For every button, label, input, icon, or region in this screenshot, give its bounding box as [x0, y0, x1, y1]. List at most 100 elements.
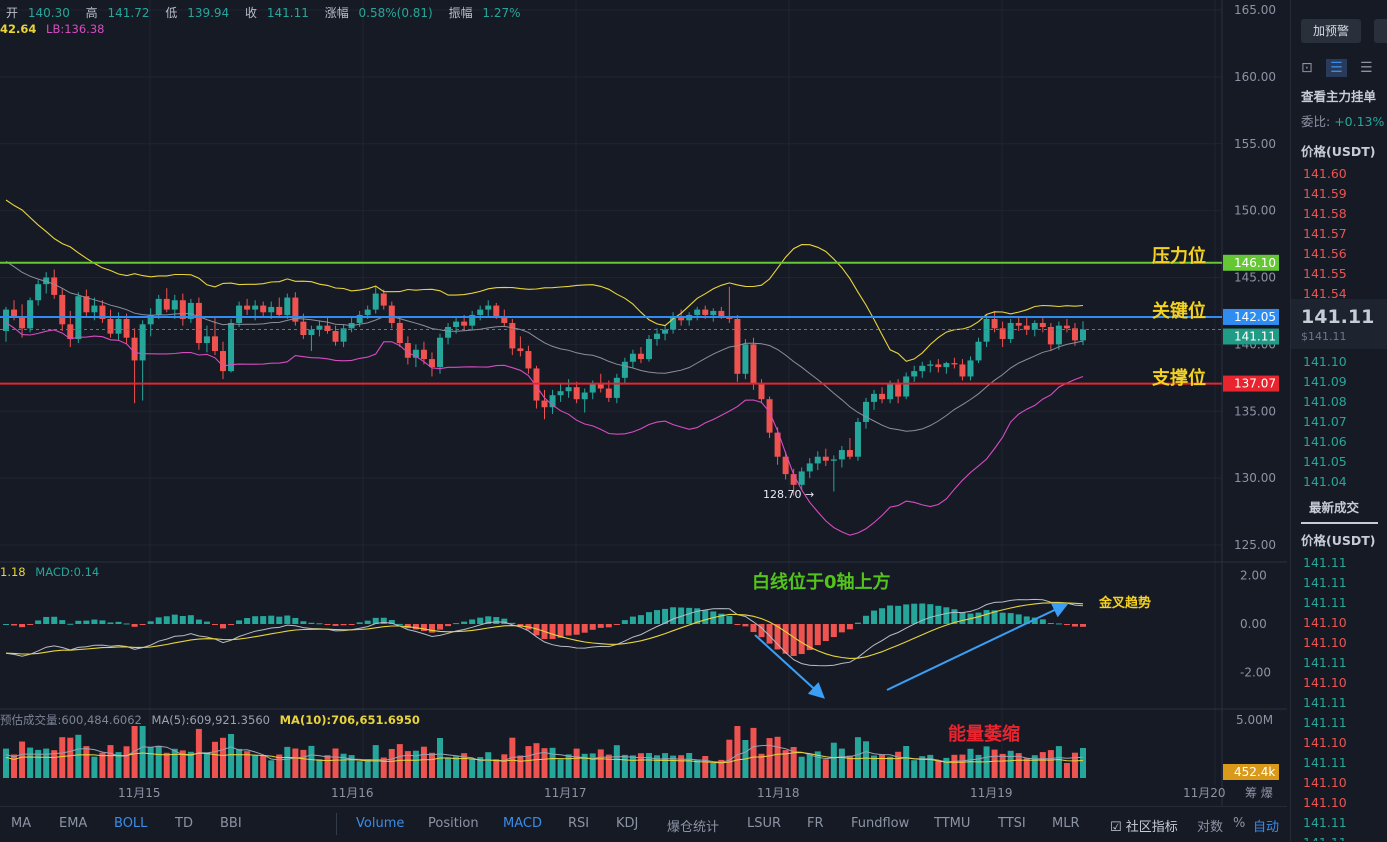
panel-button[interactable]	[1374, 19, 1387, 43]
tab-macd[interactable]: MACD	[503, 816, 542, 831]
candle-body	[983, 318, 990, 342]
macd-bar	[903, 604, 910, 624]
tab-percent[interactable]: %	[1233, 816, 1246, 831]
macd-bar	[300, 621, 307, 624]
tab-auto[interactable]: 自动	[1253, 820, 1280, 835]
volume-bar	[123, 746, 130, 778]
volume-bar	[228, 734, 235, 778]
tab-liquidation[interactable]: 爆仓统计	[667, 820, 720, 835]
macd-bar	[1063, 624, 1070, 625]
time-tick-label: 11月15	[118, 786, 161, 800]
candle-body	[437, 337, 444, 368]
candle-body	[565, 387, 572, 392]
last-price: 141.11	[1301, 306, 1375, 328]
candle-body	[493, 305, 500, 317]
tab-ttmu[interactable]: TTMU	[934, 816, 971, 831]
volume-bar	[782, 750, 789, 778]
volume-bar	[895, 751, 902, 778]
tab-ema[interactable]: EMA	[59, 816, 88, 831]
candle-body	[1023, 325, 1030, 330]
tab-boll[interactable]: BOLL	[114, 816, 148, 831]
volume-ma5: MA(5):609,921.3560	[151, 713, 270, 727]
candle-body	[1063, 325, 1070, 329]
chart-area[interactable]: 165.00160.00155.00150.00145.00140.00135.…	[0, 0, 1287, 806]
ask-price[interactable]: 141.59	[1303, 186, 1347, 201]
tab-fr[interactable]: FR	[807, 816, 824, 831]
macd-bar	[686, 607, 693, 624]
bid-price[interactable]: 141.10	[1303, 354, 1347, 369]
bid-price[interactable]: 141.09	[1303, 374, 1347, 389]
volume-bar	[179, 750, 186, 778]
candle-body	[83, 296, 90, 313]
macd-bar	[718, 613, 725, 624]
macd-bar	[919, 603, 926, 624]
tab-rsi[interactable]: RSI	[568, 816, 590, 831]
tab-lsur[interactable]: LSUR	[747, 816, 782, 831]
candle-body	[911, 371, 918, 377]
view-orders-title[interactable]: 查看主力挂单	[1301, 89, 1377, 104]
bid-price[interactable]: 141.08	[1303, 394, 1347, 409]
current-price-tag	[1223, 328, 1279, 345]
macd-bar	[115, 621, 122, 624]
trade-price: 141.11	[1303, 695, 1347, 710]
tab-ma[interactable]: MA	[11, 816, 32, 831]
tab-mlr[interactable]: MLR	[1052, 816, 1080, 831]
tab-fundflow[interactable]: Fundflow	[851, 816, 910, 831]
candle-body	[573, 387, 580, 400]
macd-bar	[983, 610, 990, 624]
candle-body	[790, 474, 797, 485]
bid-price[interactable]: 141.07	[1303, 414, 1347, 429]
volume-bar	[203, 753, 210, 778]
tab-log-scale[interactable]: 对数	[1197, 820, 1224, 835]
boll-mid-line	[5, 260, 1084, 432]
macd-bar	[356, 622, 363, 624]
latest-trades-title[interactable]: 最新成交	[1309, 500, 1360, 515]
macd-bar	[1039, 619, 1046, 624]
macd-bar	[999, 612, 1006, 624]
tab-community-indicators[interactable]: ☑ 社区指标	[1110, 820, 1178, 835]
bid-price[interactable]: 141.06	[1303, 434, 1347, 449]
bid-price[interactable]: 141.04	[1303, 474, 1347, 489]
key-price-text: 142.05	[1234, 310, 1276, 324]
bid-price[interactable]: 141.05	[1303, 454, 1347, 469]
volume-bar	[854, 737, 861, 778]
volume-bar	[220, 737, 227, 778]
resistance-price-tag	[1223, 254, 1279, 271]
tab-ttsi[interactable]: TTSI	[998, 816, 1026, 831]
tab-position[interactable]: Position	[428, 816, 479, 831]
volume-bar	[445, 757, 452, 778]
macd-bar	[975, 612, 982, 624]
ask-price[interactable]: 141.60	[1303, 166, 1347, 181]
time-tick-label: 11月16	[331, 786, 374, 800]
volume-bar	[1039, 752, 1046, 778]
depth-mode-icons[interactable]: ⊡ ☰ ☰	[1301, 59, 1373, 77]
candle-body	[742, 344, 749, 374]
candle-body	[678, 316, 685, 321]
ask-price[interactable]: 141.56	[1303, 246, 1347, 261]
candle-body	[525, 351, 532, 369]
candle-body	[163, 298, 170, 310]
ask-price[interactable]: 141.55	[1303, 266, 1347, 281]
volume-bar	[428, 752, 435, 778]
candle-body	[879, 393, 886, 400]
macd-bar	[252, 616, 259, 624]
volume-bar	[718, 759, 725, 778]
macd-bar	[428, 624, 435, 633]
tab-volume[interactable]: Volume	[356, 816, 405, 831]
trade-price: 141.11	[1303, 655, 1347, 670]
tab-kdj[interactable]: KDJ	[616, 816, 639, 831]
tab-td[interactable]: TD	[175, 816, 193, 831]
macd-bar	[59, 620, 66, 624]
macd-legend: 1.18 MACD:0.14	[0, 565, 99, 579]
macd-bar	[220, 624, 227, 629]
ask-price[interactable]: 141.58	[1303, 206, 1347, 221]
ask-price[interactable]: 141.57	[1303, 226, 1347, 241]
candle-body	[999, 328, 1006, 340]
macd-bar	[589, 624, 596, 630]
kline-chart[interactable]: 165.00160.00155.00150.00145.00140.00135.…	[0, 0, 1287, 806]
add-alert-button[interactable]: 加预警	[1301, 19, 1361, 43]
tab-bbi[interactable]: BBI	[220, 816, 242, 831]
ask-price[interactable]: 141.54	[1303, 286, 1347, 301]
candle-body	[975, 341, 982, 361]
tabs-divider	[336, 813, 337, 835]
